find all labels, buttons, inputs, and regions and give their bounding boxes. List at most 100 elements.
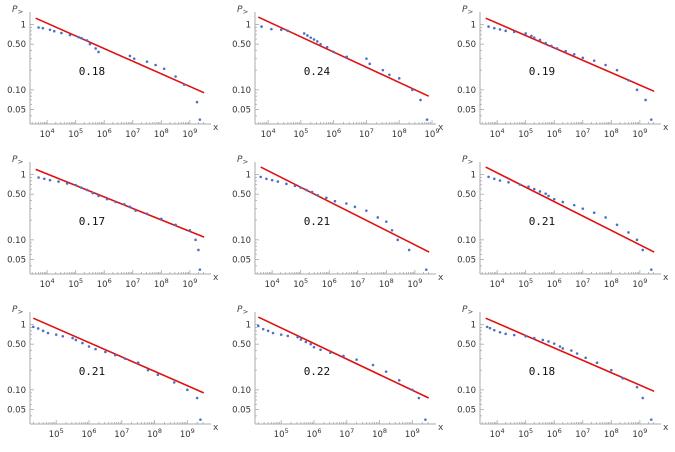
data-point xyxy=(302,32,306,35)
data-point xyxy=(270,178,274,182)
y-tick-label: 1 xyxy=(21,171,26,181)
y-tick-label: 1 xyxy=(471,21,476,31)
data-point xyxy=(504,332,507,336)
y-axis-title: P> xyxy=(12,305,23,316)
fit-line xyxy=(485,317,655,393)
data-point xyxy=(312,38,316,41)
x-tick-label: 105 xyxy=(518,277,533,290)
x-tick-label: 108 xyxy=(154,127,169,140)
data-point xyxy=(325,45,329,49)
data-point xyxy=(561,200,565,204)
y-tick-label: 0.50 xyxy=(457,190,476,200)
x-tick-label: 109 xyxy=(407,277,422,290)
exponent-annotation: 0.21 xyxy=(529,215,556,228)
data-point xyxy=(186,388,189,392)
data-point xyxy=(552,197,556,201)
data-point xyxy=(31,325,35,329)
x-tick-label: 109 xyxy=(632,127,647,140)
data-point xyxy=(260,25,263,28)
data-point xyxy=(310,190,314,194)
data-point xyxy=(48,28,52,32)
x-tick-label: 108 xyxy=(154,277,169,290)
x-axis-title: x xyxy=(663,423,669,433)
data-point xyxy=(604,63,607,67)
x-tick-label: 106 xyxy=(547,127,562,140)
data-point xyxy=(425,118,429,121)
data-point xyxy=(88,42,92,46)
exponent-annotation: 0.18 xyxy=(529,365,556,378)
y-tick-label: 0.50 xyxy=(457,340,476,350)
data-point xyxy=(592,211,596,215)
data-point xyxy=(417,396,421,400)
fit-line xyxy=(35,17,205,94)
data-point xyxy=(194,238,197,242)
data-point xyxy=(279,28,283,32)
data-point xyxy=(299,338,303,341)
x-tick-label: 104 xyxy=(261,127,276,140)
x-tick-label: 107 xyxy=(359,127,374,140)
y-axis-title: P> xyxy=(12,155,23,166)
data-point xyxy=(128,205,132,209)
x-tick-label: 107 xyxy=(575,127,590,140)
x-tick-label: 104 xyxy=(490,427,505,440)
data-point xyxy=(77,35,80,39)
data-point xyxy=(136,361,140,365)
y-tick-label: 0.50 xyxy=(457,40,476,50)
data-point xyxy=(85,188,89,192)
data-point xyxy=(174,223,177,227)
y-tick-label: 0.50 xyxy=(232,340,251,350)
y-tick-label: 1 xyxy=(471,321,476,331)
data-point xyxy=(355,358,358,361)
data-point xyxy=(419,98,422,102)
data-point xyxy=(156,373,160,377)
x-tick-label: 106 xyxy=(82,427,97,440)
x-tick-label: 105 xyxy=(49,427,64,440)
data-point xyxy=(299,186,302,189)
data-point xyxy=(172,381,176,384)
x-tick-label: 108 xyxy=(372,427,387,440)
data-point xyxy=(195,396,199,400)
x-tick-label: 105 xyxy=(518,127,533,140)
exponent-annotation: 0.21 xyxy=(79,365,106,378)
x-tick-label: 107 xyxy=(125,277,140,290)
data-point xyxy=(353,205,357,209)
chart-panel-9: 1 0.50 0.10 0.05 104 105 106 107 108 109 P> x 0.18 xyxy=(450,302,675,452)
fit-line xyxy=(35,168,205,238)
y-tick-label: 0.05 xyxy=(7,256,26,266)
data-point xyxy=(309,36,313,39)
chart-panel-5: 1 0.50 0.10 0.05 104 105 106 107 108 109 P> x 0.21 xyxy=(225,152,450,302)
x-tick-label: 108 xyxy=(147,427,162,440)
data-point xyxy=(132,57,136,60)
x-tick-label: 109 xyxy=(182,277,197,290)
data-point xyxy=(94,347,97,351)
data-point xyxy=(538,190,542,193)
data-point xyxy=(492,177,496,181)
data-point xyxy=(162,67,166,71)
y-tick-label: 0.05 xyxy=(457,406,476,416)
data-point xyxy=(309,342,313,346)
data-point xyxy=(345,202,348,205)
data-point xyxy=(487,25,490,28)
data-point xyxy=(52,29,56,33)
data-point xyxy=(572,52,576,56)
data-point xyxy=(91,191,95,195)
exponent-annotation: 0.21 xyxy=(304,215,331,228)
y-tick-label: 0.10 xyxy=(7,86,26,96)
data-point xyxy=(271,331,275,335)
y-tick-label: 1 xyxy=(21,21,26,31)
data-point xyxy=(552,342,556,345)
y-tick-label: 0.05 xyxy=(232,106,251,116)
x-tick-label: 106 xyxy=(547,277,562,290)
data-point xyxy=(329,351,332,355)
y-tick-label: 0.05 xyxy=(7,106,26,116)
data-point xyxy=(371,363,375,367)
y-axis-title: P> xyxy=(462,5,473,16)
data-point xyxy=(532,336,536,340)
x-tick-label: 108 xyxy=(604,127,619,140)
data-point xyxy=(85,39,89,42)
data-point xyxy=(604,216,607,219)
data-point xyxy=(388,73,391,77)
data-point xyxy=(524,32,527,35)
data-point xyxy=(41,26,45,30)
